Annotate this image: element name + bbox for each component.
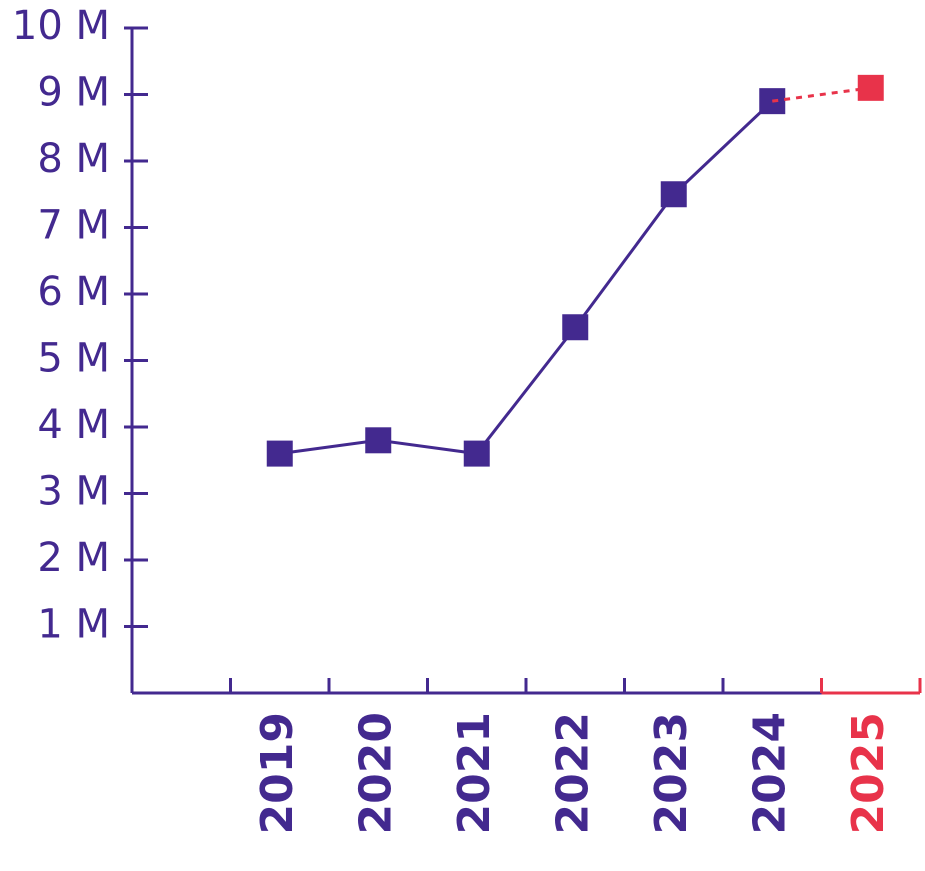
point-marker — [463, 440, 490, 467]
point-marker — [266, 440, 293, 467]
point-marker — [660, 181, 687, 208]
point-marker — [562, 314, 589, 341]
x-tick-label: 2024 — [744, 712, 795, 834]
y-tick-label: 4 M — [37, 402, 110, 448]
y-tick-label: 9 M — [37, 70, 110, 116]
y-tick-label: 6 M — [37, 269, 110, 315]
x-tick-label: 2022 — [547, 712, 598, 834]
x-tick-label: 2019 — [252, 712, 303, 834]
y-tick-label: 5 M — [37, 336, 110, 382]
x-tick-label: 2021 — [449, 712, 500, 834]
y-tick-label: 1 M — [37, 602, 110, 648]
x-tick-label: 2020 — [350, 712, 401, 834]
forecast-connector — [772, 86, 871, 103]
y-tick-label: 10 M — [12, 3, 110, 49]
y-tick-label: 2 M — [37, 535, 110, 581]
series-line — [279, 100, 774, 456]
y-tick-label: 3 M — [37, 469, 110, 515]
y-tick-label: 7 M — [37, 203, 110, 249]
x-tick-label: 2025 — [843, 712, 894, 834]
x-tick-label: 2023 — [646, 712, 697, 834]
point-marker — [365, 427, 392, 454]
y-tick-label: 8 M — [37, 136, 110, 182]
point-marker — [857, 74, 884, 101]
